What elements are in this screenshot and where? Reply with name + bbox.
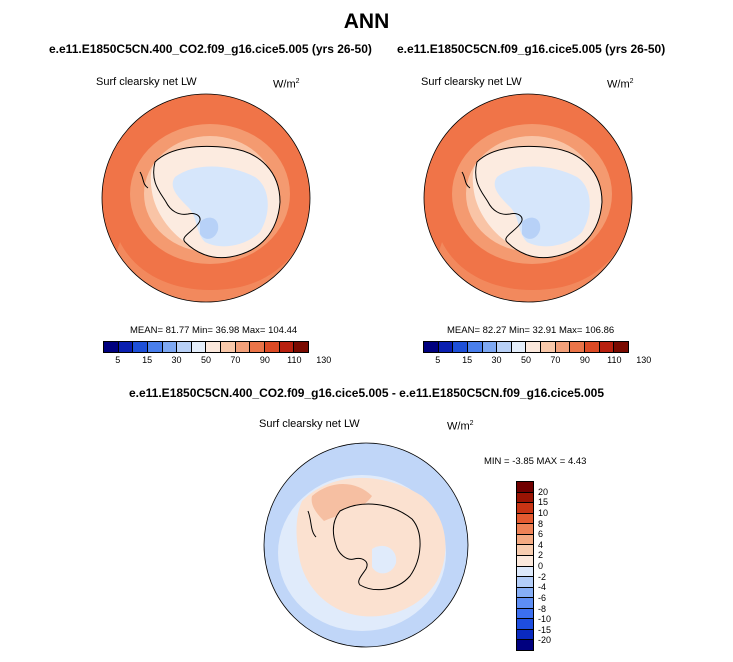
colorbar-tick-label: -4 bbox=[538, 582, 547, 593]
colorbar-swatch bbox=[517, 618, 533, 629]
colorbar-tick-label: 0 bbox=[538, 561, 544, 571]
colorbar-swatch bbox=[510, 342, 526, 352]
colorbar-tick-label: 90 bbox=[259, 355, 270, 365]
colorbar-swatch bbox=[205, 342, 221, 352]
colorbar-swatch bbox=[466, 342, 482, 352]
colorbar-tick-label: 15 bbox=[142, 355, 153, 365]
colorbar-swatch bbox=[278, 342, 294, 352]
colorbar-swatch bbox=[517, 544, 533, 555]
colorbar-swatch bbox=[517, 491, 533, 503]
colorbar-swatch bbox=[517, 512, 533, 524]
colorbar-tick-label: -15 bbox=[538, 624, 552, 635]
diff-title: e.e11.E1850C5CN.400_CO2.f09_g16.cice5.00… bbox=[128, 386, 604, 400]
panel1-case-title: e.e11.E1850C5CN.400_CO2.f09_g16.cice5.00… bbox=[49, 42, 372, 56]
colorbar-swatch bbox=[104, 342, 118, 352]
colorbar-tick-label: 2 bbox=[538, 550, 544, 561]
colorbar-swatch bbox=[132, 342, 147, 352]
colorbar-tick-label: 5 bbox=[435, 355, 441, 365]
colorbar-tick-label: 110 bbox=[287, 355, 302, 365]
colorbar-swatch bbox=[234, 342, 250, 352]
panel2-case-title: e.e11.E1850C5CN.f09_g16.cice5.005 (yrs 2… bbox=[397, 42, 666, 56]
colorbar-swatch bbox=[598, 342, 614, 352]
colorbar-swatch bbox=[117, 342, 133, 352]
colorbar-swatch bbox=[437, 342, 453, 352]
colorbar-tick-label: 8 bbox=[538, 518, 544, 529]
panel2-units: W/m2 bbox=[607, 78, 634, 91]
colorbar-swatch bbox=[452, 342, 467, 352]
colorbar-swatch bbox=[220, 342, 235, 352]
colorbar-swatch bbox=[517, 607, 533, 619]
colorbar-swatch bbox=[517, 586, 533, 598]
colorbar-tick-label: 90 bbox=[579, 355, 590, 365]
colorbar-tick-label: -2 bbox=[538, 571, 547, 582]
colorbar-tick-label: -6 bbox=[538, 592, 547, 603]
colorbar-swatch bbox=[569, 342, 585, 352]
colorbar-tick-label: 130 bbox=[636, 355, 652, 365]
colorbar-tick-label: 50 bbox=[520, 355, 532, 365]
colorbar-tick-label: 110 bbox=[607, 355, 622, 365]
colorbar-swatch bbox=[517, 597, 533, 608]
colorbar-tick-label: -20 bbox=[538, 635, 552, 646]
panel1-variable-label: Surf clearsky net LW bbox=[96, 76, 197, 88]
colorbar-tick-label: 15 bbox=[538, 497, 549, 508]
colorbar-swatch bbox=[517, 628, 533, 640]
colorbar-swatch bbox=[293, 342, 308, 352]
colorbar-tick-label: 20 bbox=[538, 486, 549, 497]
colorbar-swatch bbox=[517, 639, 533, 650]
colorbar-swatch bbox=[424, 342, 438, 352]
colorbar-swatch bbox=[517, 576, 533, 587]
panel1-map bbox=[101, 93, 311, 303]
colorbar-swatch bbox=[584, 342, 599, 352]
colorbar-tick-label: 15 bbox=[462, 355, 473, 365]
colorbar-swatch bbox=[517, 554, 533, 566]
colorbar-tick-label: 6 bbox=[538, 529, 544, 540]
panel1-colorbar: 5 15 30 50 70 90 110 130 bbox=[103, 341, 331, 365]
panel2-map bbox=[423, 93, 633, 303]
panel3-diff-map bbox=[263, 442, 469, 648]
colorbar-swatch bbox=[249, 342, 265, 352]
colorbar-swatch bbox=[517, 533, 533, 545]
colorbar-tick-label: 5 bbox=[115, 355, 121, 365]
colorbar-swatch bbox=[176, 342, 191, 352]
colorbar-swatch bbox=[540, 342, 555, 352]
colorbar-swatch bbox=[264, 342, 279, 352]
panel3-variable-label: Surf clearsky net LW bbox=[259, 418, 360, 430]
colorbar-tick-label: -10 bbox=[538, 614, 552, 625]
colorbar-swatch bbox=[146, 342, 162, 352]
colorbar-swatch bbox=[517, 502, 533, 513]
colorbar-swatch bbox=[496, 342, 511, 352]
colorbar-swatch bbox=[525, 342, 541, 352]
panel1-units: W/m2 bbox=[273, 78, 300, 91]
figure-title: ANN bbox=[343, 10, 390, 33]
colorbar-tick-label: 130 bbox=[316, 355, 332, 365]
colorbar-tick-label: -8 bbox=[538, 603, 547, 614]
colorbar-swatch bbox=[613, 342, 628, 352]
panel2-variable-label: Surf clearsky net LW bbox=[421, 76, 522, 88]
colorbar-swatch bbox=[481, 342, 497, 352]
colorbar-tick-label: 10 bbox=[538, 507, 549, 518]
colorbar-swatch bbox=[517, 482, 533, 492]
panel2-stats: MEAN= 82.27 Min= 32.91 Max= 106.86 bbox=[447, 325, 615, 336]
colorbar-tick-label: 4 bbox=[538, 539, 544, 550]
colorbar-tick-label: 70 bbox=[550, 355, 561, 365]
panel3-stats: MIN = -3.85 MAX = 4.43 bbox=[484, 456, 587, 467]
panel3-units: W/m2 bbox=[447, 420, 474, 433]
colorbar-swatch bbox=[190, 342, 206, 352]
colorbar-tick-label: 70 bbox=[230, 355, 241, 365]
colorbar-swatch bbox=[554, 342, 570, 352]
colorbar-swatch bbox=[161, 342, 177, 352]
colorbar-tick-label: 30 bbox=[171, 355, 182, 365]
panel1-stats: MEAN= 81.77 Min= 36.98 Max= 104.44 bbox=[130, 325, 298, 336]
colorbar-tick-label: 50 bbox=[200, 355, 212, 365]
panel3-colorbar bbox=[516, 481, 534, 651]
colorbar-tick-label: 30 bbox=[491, 355, 502, 365]
panel2-colorbar: 5 15 30 50 70 90 110 130 bbox=[423, 341, 651, 365]
colorbar-swatch bbox=[517, 565, 533, 577]
colorbar-swatch bbox=[517, 523, 533, 534]
